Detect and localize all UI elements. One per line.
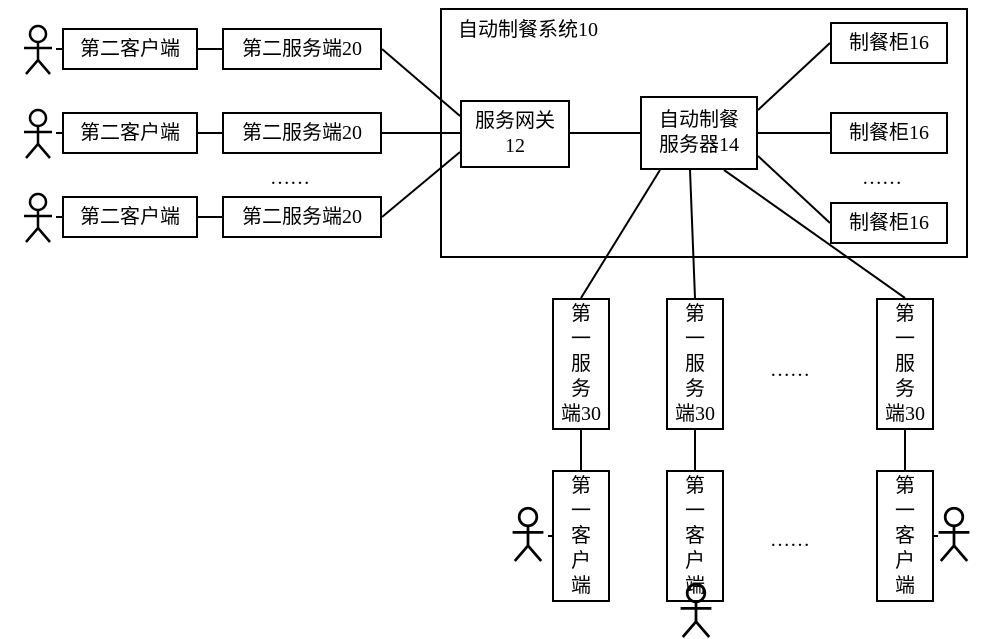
user-icon	[18, 24, 58, 76]
node-gateway: 服务网关 12	[460, 100, 570, 168]
node-c2-client-2: 第二客户端	[62, 112, 198, 154]
node-label: 第 一 客 户 端	[571, 474, 591, 599]
node-label: 制餐柜16	[849, 121, 929, 146]
node-c2-client-1: 第二客户端	[62, 28, 198, 70]
node-c2-client-3: 第二客户端	[62, 196, 198, 238]
ellipsis-e-first-serv: ……	[770, 360, 810, 380]
node-label: 制餐柜16	[849, 211, 929, 236]
node-c2-serv-2: 第二服务端20	[222, 112, 382, 154]
node-label: 第 一 服 务 端30	[561, 302, 601, 427]
node-label: 第二服务端20	[242, 37, 362, 62]
user-icon	[506, 506, 550, 563]
node-label: 制餐柜16	[849, 31, 929, 56]
ellipsis-e-cabinet: ……	[862, 168, 902, 188]
node-first-serv-1: 第 一 服 务 端30	[552, 298, 610, 430]
user-icon	[674, 582, 718, 639]
node-cabinet-1: 制餐柜16	[830, 22, 948, 64]
node-label: 第二客户端	[80, 37, 180, 62]
ellipsis-e-c2-serv: ……	[270, 168, 310, 188]
node-label: 第 一 客 户 端	[685, 474, 705, 599]
node-label: 第二服务端20	[242, 121, 362, 146]
node-label: 服务网关 12	[475, 109, 555, 159]
user-icon	[18, 192, 58, 244]
node-first-cli-1: 第 一 客 户 端	[552, 470, 610, 602]
node-first-serv-3: 第 一 服 务 端30	[876, 298, 934, 430]
node-first-serv-2: 第 一 服 务 端30	[666, 298, 724, 430]
node-label: 第 一 服 务 端30	[885, 302, 925, 427]
node-ams-server: 自动制餐 服务器14	[640, 96, 758, 170]
node-c2-serv-3: 第二服务端20	[222, 196, 382, 238]
node-c2-serv-1: 第二服务端20	[222, 28, 382, 70]
node-first-cli-3: 第 一 客 户 端	[876, 470, 934, 602]
node-cabinet-3: 制餐柜16	[830, 202, 948, 244]
node-label: 第二客户端	[80, 205, 180, 230]
user-icon	[932, 506, 976, 563]
node-label: 自动制餐 服务器14	[659, 108, 739, 158]
user-icon	[18, 108, 58, 160]
node-label: 第二服务端20	[242, 205, 362, 230]
node-label: 第 一 服 务 端30	[675, 302, 715, 427]
node-label: 第 一 客 户 端	[895, 474, 915, 599]
ellipsis-e-first-cli: ……	[770, 530, 810, 550]
node-cabinet-2: 制餐柜16	[830, 112, 948, 154]
node-label: 第二客户端	[80, 121, 180, 146]
diagram-canvas: 自动制餐系统10第二客户端第二客户端第二客户端第二服务端20第二服务端20第二服…	[0, 0, 1000, 633]
container-label: 自动制餐系统10	[458, 18, 598, 42]
